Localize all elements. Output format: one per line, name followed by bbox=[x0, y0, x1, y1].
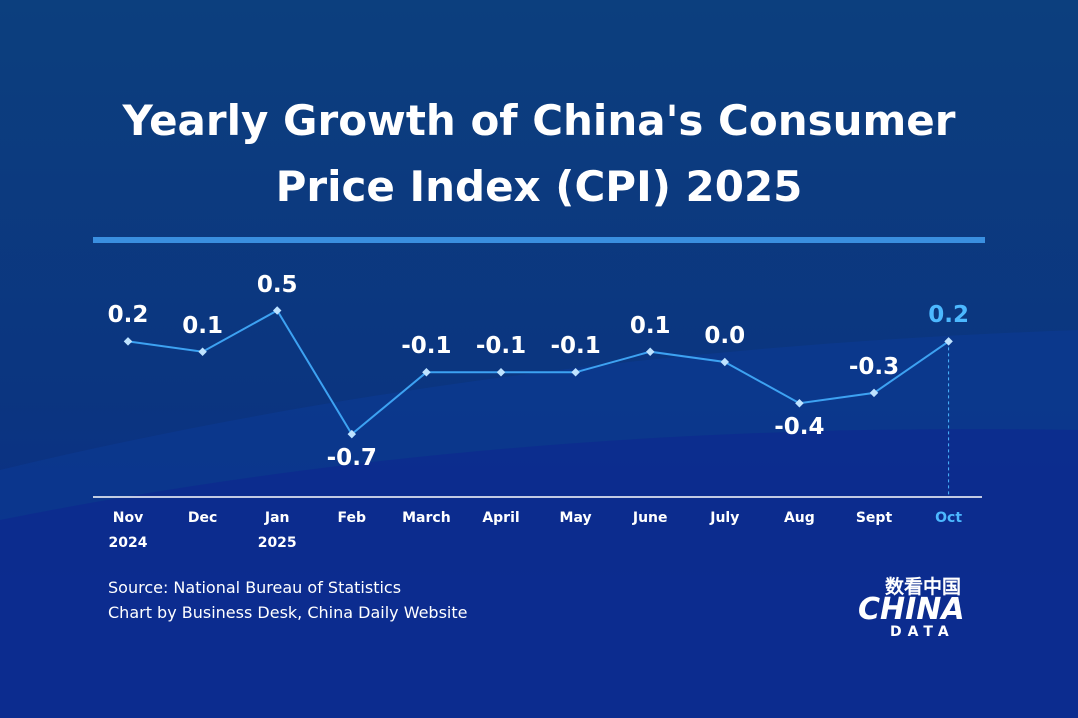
value-label: -0.1 bbox=[550, 333, 601, 360]
x-tick-label: Oct bbox=[935, 510, 963, 526]
point bbox=[496, 368, 506, 377]
x-tick-label: July bbox=[710, 510, 740, 526]
point bbox=[571, 368, 580, 377]
point bbox=[422, 368, 431, 377]
x-tick-label: Feb bbox=[337, 510, 367, 526]
point bbox=[869, 388, 879, 398]
value-label: -0.7 bbox=[326, 445, 377, 472]
point bbox=[720, 357, 730, 367]
point bbox=[347, 429, 357, 439]
value-label: -0.4 bbox=[774, 414, 825, 441]
value-label: 0.1 bbox=[629, 312, 671, 339]
logo-sub: DATA bbox=[890, 624, 955, 640]
x-tick-label: June bbox=[632, 510, 668, 526]
value-label: -0.3 bbox=[848, 353, 900, 380]
background-wave bbox=[0, 429, 1078, 718]
value-label: -0.1 bbox=[475, 333, 527, 360]
logo-top: 数看中国 bbox=[885, 576, 962, 598]
x-tick-label: Nov 2024 bbox=[108, 510, 148, 551]
value-label: 0.5 bbox=[256, 271, 298, 298]
x-tick-label: Aug bbox=[783, 510, 815, 526]
source: Source: National Bureau of Statistics bbox=[108, 578, 402, 597]
logo-main: CHINA bbox=[858, 592, 965, 627]
value-label: 0.2 bbox=[928, 302, 969, 329]
x-tick-label: Dec bbox=[187, 510, 218, 526]
line bbox=[127, 309, 950, 436]
point bbox=[795, 398, 804, 408]
value-label: -0.1 bbox=[401, 333, 452, 360]
point bbox=[645, 347, 655, 356]
value-label: 0.0 bbox=[704, 323, 746, 349]
value-label: 0.2 bbox=[107, 302, 149, 329]
x-tick-label: April bbox=[482, 510, 520, 526]
point bbox=[123, 337, 133, 346]
chart-title: Yearly Growth of China's Consumer Price … bbox=[122, 96, 956, 211]
x-tick-label: May bbox=[559, 510, 592, 526]
credit: Chart by Business Desk, China Daily Webs… bbox=[108, 603, 468, 622]
title-rule bbox=[93, 237, 985, 243]
point bbox=[944, 337, 953, 346]
point bbox=[198, 347, 207, 356]
value-label: 0.1 bbox=[182, 312, 223, 339]
x-tick-label: Jan 2025 bbox=[257, 510, 297, 551]
x-tick-label: Sept bbox=[855, 510, 893, 526]
x-tick-label: March bbox=[402, 510, 451, 526]
point bbox=[272, 306, 282, 315]
